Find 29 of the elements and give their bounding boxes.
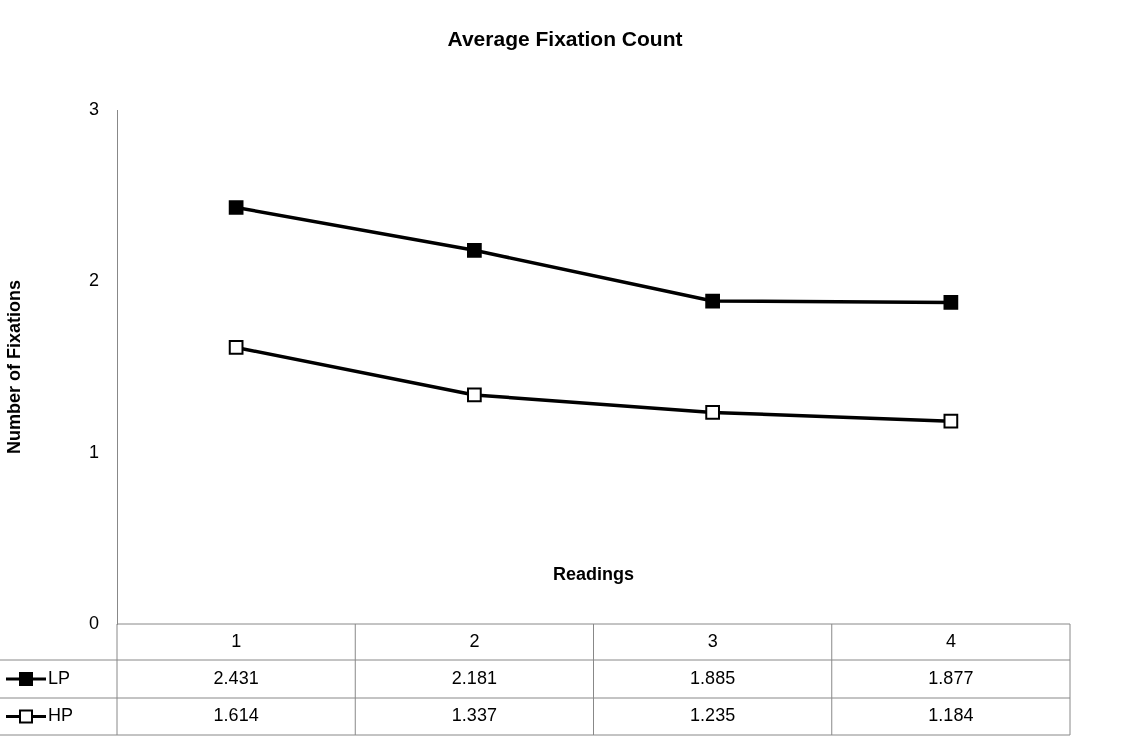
y-tick-label: 3 xyxy=(88,98,99,119)
data-label: 1.184 xyxy=(928,705,974,726)
chart-title: Average Fixation Count xyxy=(447,26,683,50)
x-tick-label: 3 xyxy=(707,630,718,651)
x-tick-label: 1 xyxy=(231,630,242,651)
x-tick-label: 2 xyxy=(469,630,480,651)
data-label: 2.431 xyxy=(213,667,259,688)
data-label: 1.877 xyxy=(928,667,974,688)
data-label: 1.235 xyxy=(690,705,736,726)
y-tick-label: 2 xyxy=(88,270,99,291)
legend-label: HP xyxy=(48,705,74,726)
data-label: 2.181 xyxy=(451,667,497,688)
y-axis-title: Number of Fixations xyxy=(3,279,24,455)
x-axis-title: Readings xyxy=(552,563,635,584)
point xyxy=(467,387,482,403)
point xyxy=(228,340,244,355)
data-label: 1.337 xyxy=(451,705,497,726)
y-tick-label: 1 xyxy=(88,441,99,462)
point xyxy=(705,405,720,420)
point xyxy=(943,295,959,310)
point xyxy=(228,200,244,215)
data-label: 1.885 xyxy=(690,667,736,688)
legend-label: LP xyxy=(48,667,71,688)
point xyxy=(943,413,959,429)
y-tick-label: 0 xyxy=(88,612,99,633)
point xyxy=(467,242,482,258)
data-label: 1.614 xyxy=(213,705,259,726)
x-tick-label: 4 xyxy=(945,630,956,651)
point xyxy=(705,293,720,309)
